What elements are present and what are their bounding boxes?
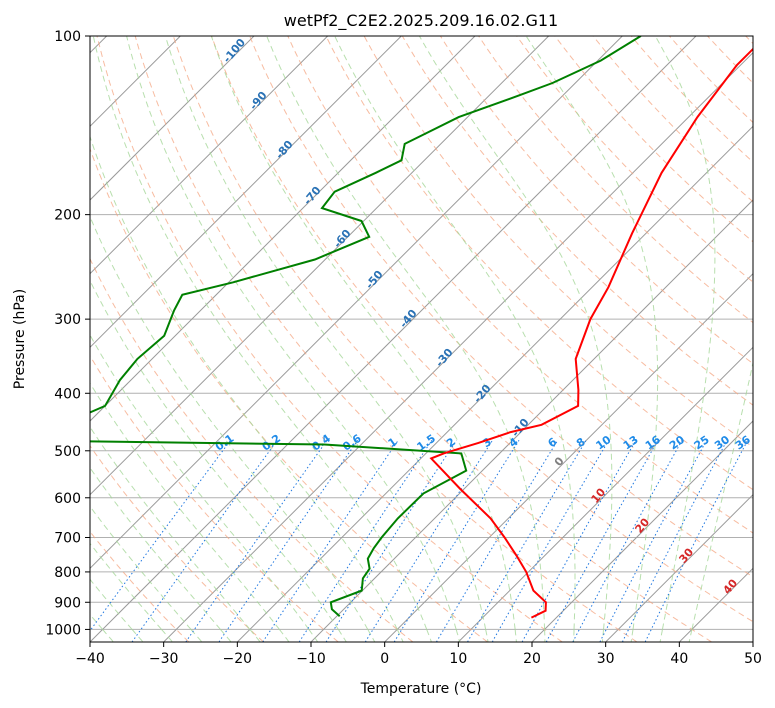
y-axis-ticks: 100 200 300 400 500 600 700 800 900 1000 <box>45 29 90 638</box>
moist-adiabat-line <box>90 426 261 642</box>
y-tick-label: 300 <box>54 312 81 328</box>
isotherm-line <box>90 36 550 496</box>
dry-adiabat-line <box>172 36 712 642</box>
mixing-ratio-line <box>364 440 493 642</box>
x-tick-label: −10 <box>296 651 326 667</box>
y-tick-label: 500 <box>54 444 81 460</box>
x-tick-label: 40 <box>670 651 688 667</box>
dry-adiabat-line <box>96 36 563 642</box>
mixing-ratio-line <box>325 440 457 642</box>
mixing-ratio-line <box>521 440 637 642</box>
mixing-ratio-line <box>218 440 359 642</box>
moist-adiabat-line <box>90 334 319 642</box>
moist-adiabat-line <box>210 36 517 642</box>
moist-adiabat-line <box>90 382 290 642</box>
line-labels: 0.1 0.2 0.4 0.6 1 1.5 2 3 4 6 8 10 13 16 20 25 30 36-100-… <box>213 36 753 597</box>
moist-adiabat-line <box>126 36 461 642</box>
moist-adiabat-line <box>418 36 613 642</box>
dry-adiabat-line <box>90 257 414 642</box>
x-axis-label: Temperature (°C) <box>360 681 482 697</box>
dry-adiabat-line <box>249 36 753 578</box>
dry-adiabat-line <box>90 444 264 642</box>
moist-adiabat-line <box>525 36 659 642</box>
mixing-ratio-line <box>298 440 433 642</box>
chart-title: wetPf2_C2E2.2025.209.16.02.G11 <box>284 11 558 31</box>
mixing-ratio-line <box>393 440 520 642</box>
moist-adiabat-line <box>266 36 546 642</box>
plot-frame <box>89 35 754 643</box>
temperature-profile-line <box>429 47 753 619</box>
dry-adiabat-line <box>287 36 753 534</box>
moist-adiabat-line <box>92 36 432 642</box>
y-tick-label: 400 <box>54 386 81 402</box>
moist-adiabat-line <box>688 360 753 642</box>
dewpoint-profile-line <box>90 36 642 617</box>
y-tick-label: 600 <box>54 491 81 507</box>
isotherm-line <box>457 346 753 642</box>
x-tick-label: 0 <box>380 651 389 667</box>
x-tick-label: 20 <box>523 651 541 667</box>
dry-adiabat-line <box>211 36 753 623</box>
mixing-ratio-line <box>545 440 659 642</box>
isotherm-line <box>384 272 753 642</box>
moist-adiabat-line <box>90 215 376 642</box>
dry-adiabat-line <box>90 354 339 642</box>
moist-adiabat-line <box>90 466 232 642</box>
y-tick-label: 100 <box>54 29 81 45</box>
isotherm-line <box>90 36 623 570</box>
y-tick-label: 200 <box>54 208 81 224</box>
y-axis-label: Pressure (hPa) <box>12 289 28 389</box>
isotherm-line <box>236 125 753 642</box>
profiles <box>90 36 753 619</box>
x-tick-label: −40 <box>75 651 105 667</box>
x-axis-ticks: −40 −30 −20 −10 0 10 20 30 40 50 <box>75 642 762 667</box>
moist-adiabat-line <box>90 578 144 642</box>
isotherm-line <box>90 36 255 201</box>
moist-adiabats <box>90 36 753 642</box>
x-tick-label: 30 <box>597 651 615 667</box>
moist-adiabat-line <box>90 542 173 642</box>
isotherm-line <box>531 420 753 642</box>
isotherm-line <box>90 36 329 275</box>
y-tick-label: 1000 <box>45 622 81 638</box>
isotherm-line <box>90 36 402 349</box>
moist-adiabat-line <box>90 613 114 642</box>
mixing-ratio-line <box>185 440 328 642</box>
x-tick-label: −20 <box>223 651 253 667</box>
mixing-ratio-lines <box>90 439 749 642</box>
isotherm-line <box>90 36 697 642</box>
isobar-gridlines <box>90 36 753 630</box>
mixing-ratio-line <box>572 440 683 642</box>
mixing-ratio-line <box>435 440 559 642</box>
mixing-ratio-line <box>467 440 587 642</box>
mixing-ratio-line <box>131 440 278 642</box>
y-tick-label: 700 <box>54 531 81 547</box>
x-tick-label: 10 <box>449 651 467 667</box>
skewed-isotherms <box>90 36 753 642</box>
isotherm-line <box>605 493 753 642</box>
isotherm-line <box>163 51 753 642</box>
moist-adiabat-line <box>90 135 404 642</box>
dry-adiabat-line <box>325 36 753 491</box>
x-tick-label: 50 <box>744 651 762 667</box>
x-tick-label: −30 <box>149 651 179 667</box>
moist-adiabat-line <box>654 36 716 642</box>
moist-adiabat-line <box>164 36 489 642</box>
mixing-ratio-line <box>262 440 399 642</box>
background-lines <box>90 36 753 642</box>
mixing-ratio-line <box>491 440 610 642</box>
moist-adiabat-line <box>90 279 347 642</box>
mixing-ratio-line <box>90 439 231 632</box>
dry-adiabats <box>90 36 753 642</box>
dry-adiabat-line <box>516 36 753 283</box>
isotherm-line <box>90 36 476 422</box>
y-tick-label: 900 <box>54 595 81 611</box>
moist-adiabat-line <box>334 36 576 642</box>
y-tick-label: 800 <box>54 565 81 581</box>
